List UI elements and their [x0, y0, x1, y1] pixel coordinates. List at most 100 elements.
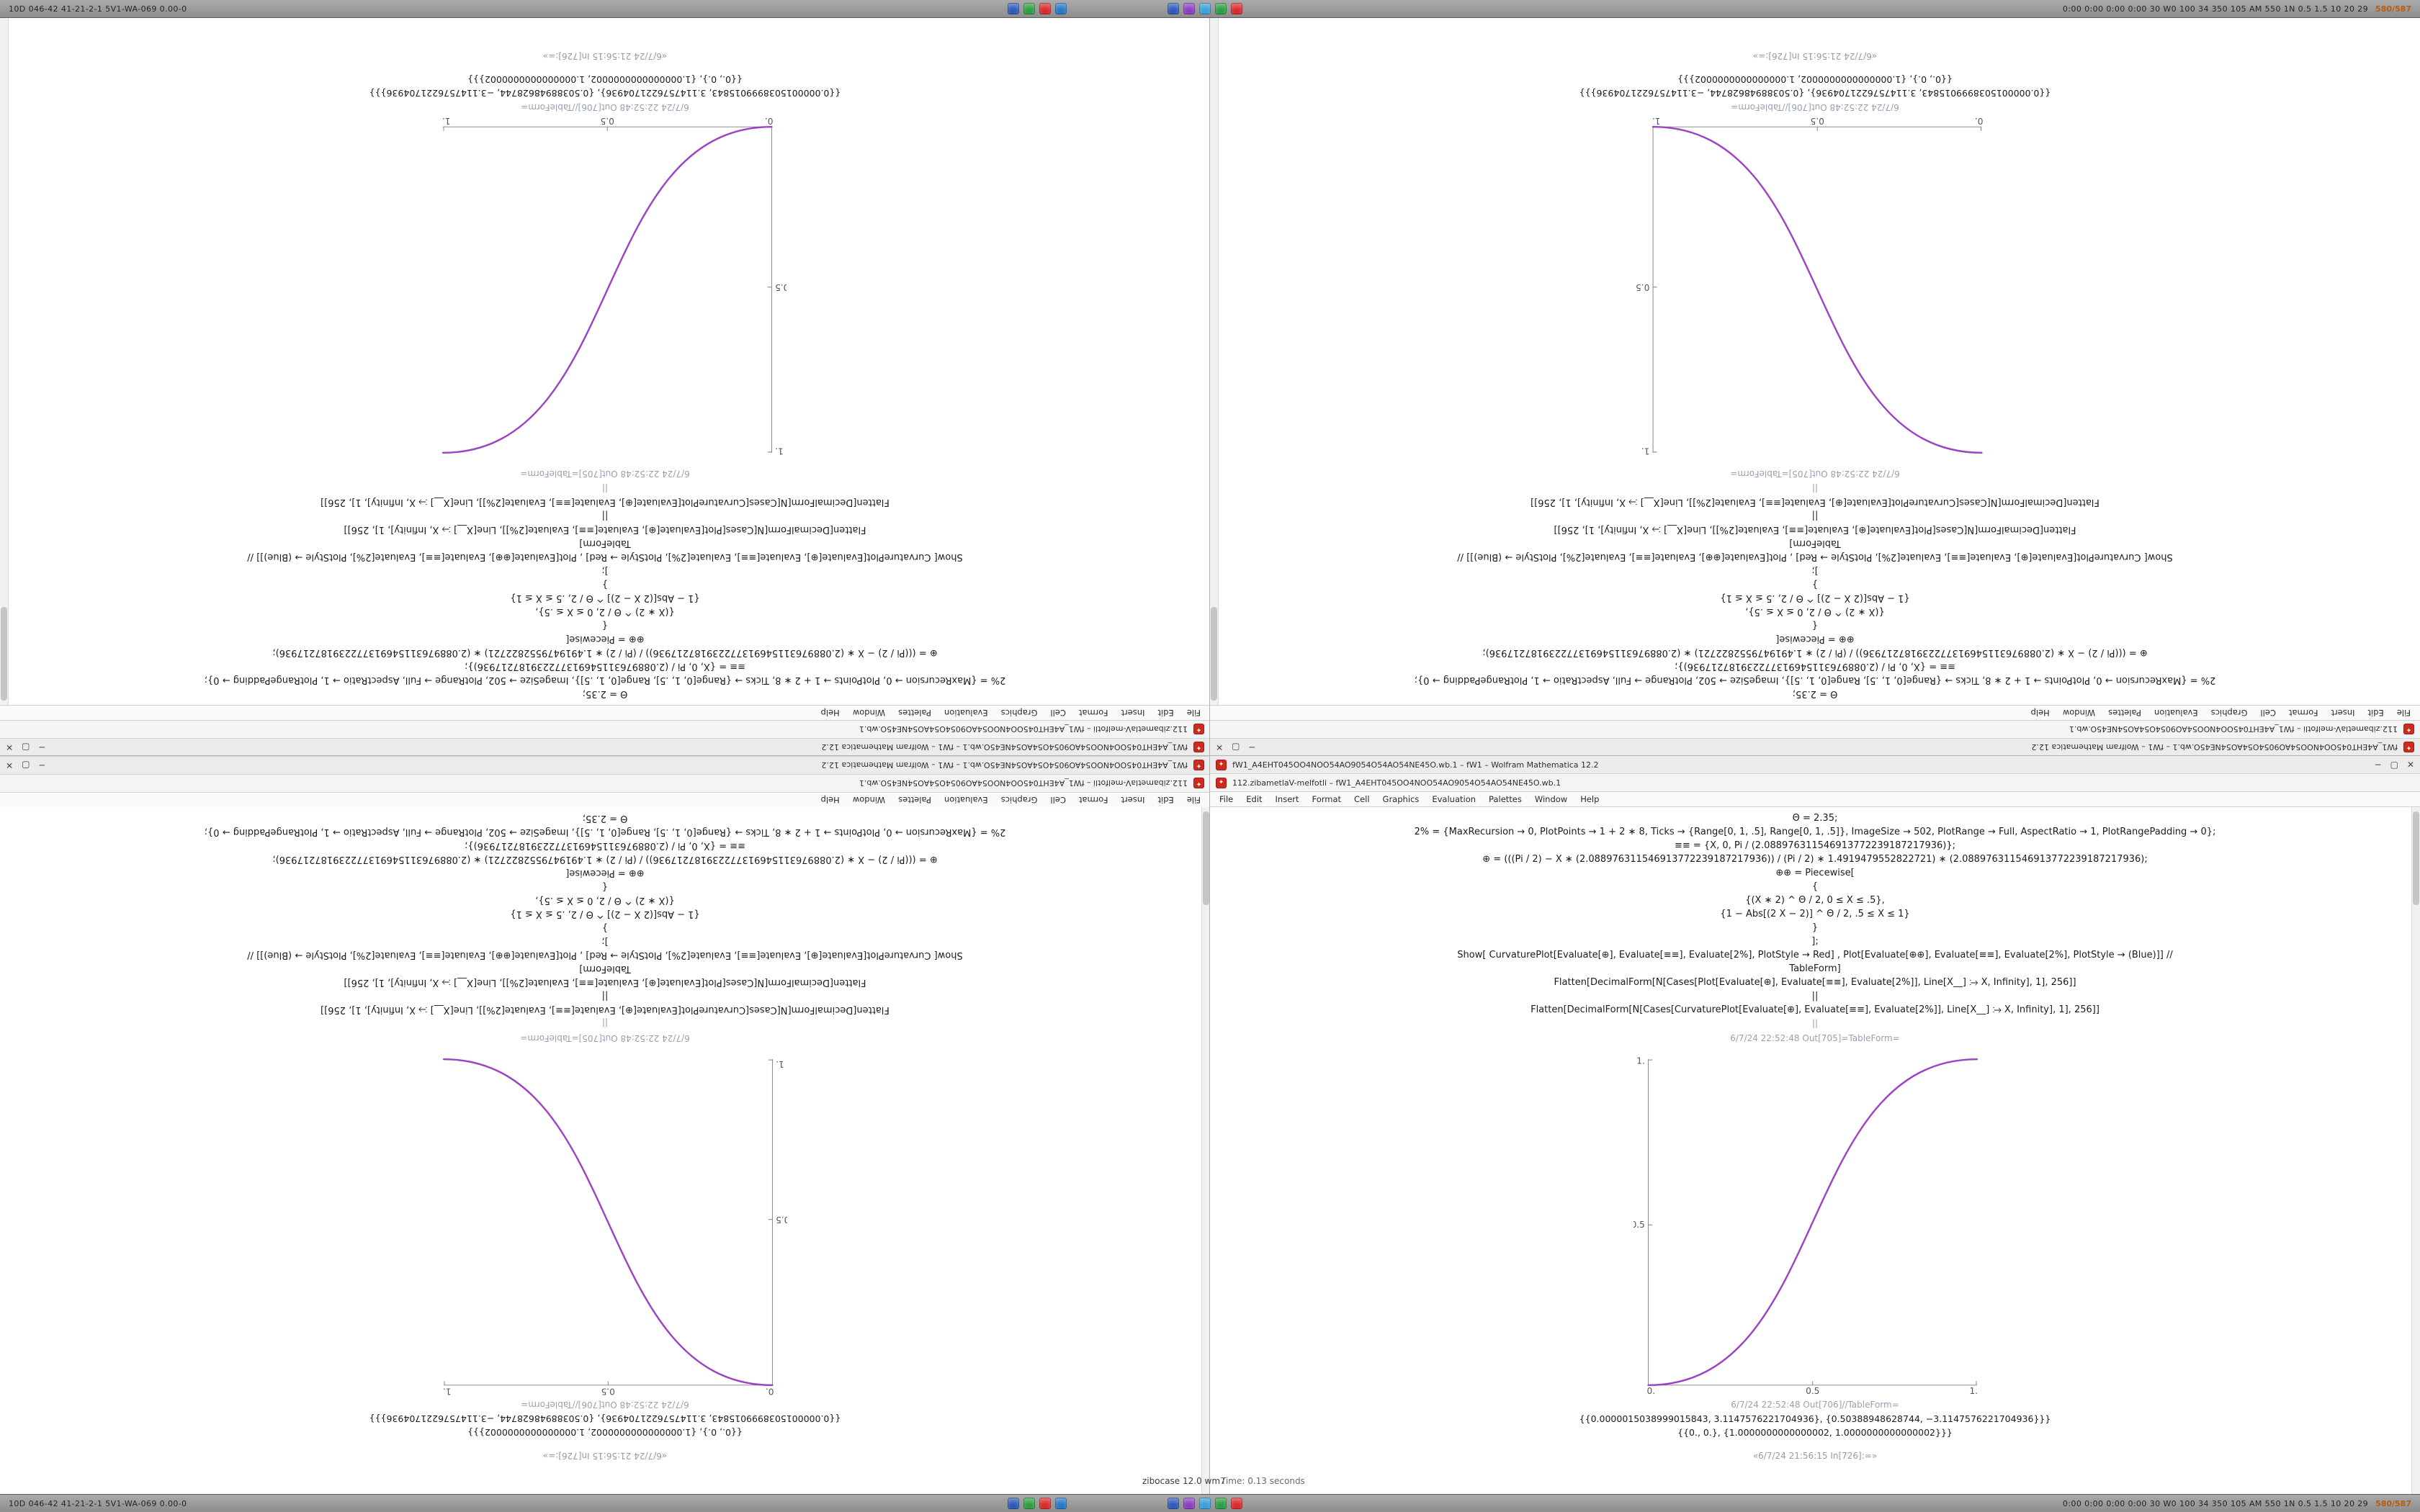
code-line[interactable]: {1 − Abs[(2 X − 2)] ^ Θ / 2, .5 ≤ X ≤ 1} [510, 909, 700, 919]
code-line[interactable]: ≡≡ = {X, 0, Pi / (2.08897631154691377223… [1674, 661, 1956, 672]
menu-item[interactable]: Edit [1246, 794, 1263, 804]
window-tab-bar[interactable]: ✦ 112.zibametlaV-melfotli – fW1_A4EHT045… [1210, 774, 2420, 792]
menu-item[interactable]: Format [2288, 708, 2318, 718]
result-cell[interactable]: {{0., 0.}, {1.0000000000000002, 1.000000… [1677, 1427, 1953, 1438]
code-line[interactable]: ≡≡ = {X, 0, Pi / (2.08897631154691377223… [464, 840, 746, 851]
code-line[interactable]: TableForm] [579, 538, 631, 549]
code-line[interactable]: TableForm] [1789, 538, 1841, 549]
notebook-canvas[interactable]: Θ = 2.35; 2% = {MaxRecursion → 0, PlotPoi… [1210, 17, 2420, 705]
menu-item[interactable]: Cell [1050, 708, 1066, 718]
menu-item[interactable]: Palettes [1489, 794, 1522, 804]
code-line[interactable]: Flatten[DecimalForm[N[Cases[Plot[Evaluat… [344, 524, 866, 535]
code-line[interactable]: { [1811, 620, 1819, 631]
menu-item[interactable]: Format [1078, 708, 1108, 718]
code-line[interactable]: ⊕ = (((Pi / 2) − X ∗ (2.0889763115469137… [272, 854, 938, 865]
menu-item[interactable]: Cell [1050, 795, 1066, 805]
result-cell[interactable]: {{0., 0.}, {1.0000000000000002, 1.000000… [467, 74, 743, 85]
menu-item[interactable]: Help [2030, 708, 2050, 718]
code-line[interactable]: Show[ CurvaturePlot[Evaluate[⊕], Evaluat… [1457, 950, 2173, 960]
result-cell[interactable]: {{0., 0.}, {1.0000000000000002, 1.000000… [1677, 74, 1953, 85]
notebook-scrollbar[interactable] [0, 17, 9, 705]
result-cell[interactable]: {{0.0000015038999015843, 3.1147576221704… [369, 88, 841, 99]
minimize-button[interactable]: − [38, 742, 46, 752]
code-line[interactable]: Θ = 2.35; [582, 688, 628, 699]
menu-item[interactable]: Edit [1157, 795, 1174, 805]
taskbar-app-icon[interactable] [1183, 1498, 1195, 1509]
code-line[interactable]: 2% = {MaxRecursion → 0, PlotPoints → 1 +… [204, 827, 1006, 837]
code-line[interactable]: ⊕⊕ = Piecewise[ [565, 634, 645, 644]
notebook-canvas[interactable]: Θ = 2.35; 2% = {MaxRecursion → 0, PlotPoi… [0, 807, 1210, 1495]
taskbar-app-icon[interactable] [1198, 1498, 1211, 1509]
code-line[interactable]: { [1811, 881, 1819, 892]
result-cell[interactable]: {{0., 0.}, {1.0000000000000002, 1.000000… [467, 1427, 743, 1438]
window-tab-bar[interactable]: ✦ 112.zibametlaV-melfotli – fW1_A4EHT045… [0, 720, 1210, 738]
code-line[interactable]: {1 − Abs[(2 X − 2)] ^ Θ / 2, .5 ≤ X ≤ 1} [510, 593, 700, 603]
code-line[interactable]: {(X ∗ 2) ^ Θ / 2, 0 ≤ X ≤ .5}, [1745, 895, 1885, 906]
code-line[interactable]: 2% = {MaxRecursion → 0, PlotPoints → 1 +… [204, 675, 1006, 685]
notebook-canvas[interactable]: Θ = 2.35; 2% = {MaxRecursion → 0, PlotPoi… [0, 17, 1210, 705]
code-line[interactable]: Θ = 2.35; [1792, 688, 1838, 699]
scrollbar-thumb[interactable] [1211, 607, 1217, 701]
code-line[interactable]: } [601, 579, 609, 590]
menu-item[interactable]: Help [820, 708, 840, 718]
code-line[interactable]: Show[ CurvaturePlot[Evaluate[⊕], Evaluat… [247, 950, 963, 960]
code-line[interactable]: TableForm] [1789, 963, 1841, 974]
output-plot[interactable]: 0. 0.5 1. 0.5 1. [1210, 1048, 2420, 1396]
window-tab-bar[interactable]: ✦ 112.zibametlaV-melfotli – fW1_A4EHT045… [0, 774, 1210, 792]
taskbar-app-icon[interactable] [1167, 1498, 1179, 1509]
menu-item[interactable]: Graphics [1382, 794, 1420, 804]
minimize-button[interactable]: − [1248, 742, 1256, 752]
code-line[interactable]: || [601, 991, 609, 1002]
code-line[interactable]: ⊕ = (((Pi / 2) − X ∗ (2.0889763115469137… [1482, 854, 2148, 865]
code-line[interactable]: Flatten[DecimalForm[N[Cases[CurvaturePlo… [1531, 497, 2099, 508]
menu-item[interactable]: Insert [1275, 794, 1299, 804]
taskbar-app-icon[interactable] [1039, 1498, 1051, 1509]
code-line[interactable]: {(X ∗ 2) ^ Θ / 2, 0 ≤ X ≤ .5}, [535, 895, 675, 906]
maximize-button[interactable]: ▢ [22, 760, 30, 770]
output-plot[interactable]: 0. 0.5 1. 0.5 1. [0, 1048, 1210, 1396]
menu-item[interactable]: Cell [1354, 794, 1370, 804]
menu-item[interactable]: Format [1312, 794, 1342, 804]
code-line[interactable]: ⊕⊕ = Piecewise[ [1775, 634, 1855, 644]
menu-item[interactable]: Window [2062, 708, 2096, 718]
taskbar-app-icon[interactable] [1167, 3, 1179, 14]
taskbar-app-icon[interactable] [1230, 1498, 1242, 1509]
menu-item[interactable]: Palettes [898, 795, 931, 805]
menu-item[interactable]: Window [1534, 794, 1568, 804]
menu-item[interactable]: Edit [1157, 708, 1174, 718]
notebook-scrollbar[interactable] [1210, 17, 1219, 705]
code-line[interactable]: Flatten[DecimalForm[N[Cases[Plot[Evaluat… [344, 977, 866, 988]
menu-item[interactable]: Help [1580, 794, 1600, 804]
scrollbar-thumb[interactable] [1203, 811, 1209, 905]
code-line[interactable]: || [1811, 510, 1819, 521]
menu-item[interactable]: File [1186, 795, 1201, 805]
close-button[interactable]: ✕ [6, 760, 14, 770]
code-line[interactable]: Show[ CurvaturePlot[Evaluate[⊕], Evaluat… [1457, 552, 2173, 562]
taskbar-app-icon[interactable] [1023, 1498, 1035, 1509]
code-line[interactable]: { [601, 620, 609, 631]
minimize-button[interactable]: − [38, 760, 46, 770]
code-line[interactable]: Flatten[DecimalForm[N[Cases[Plot[Evaluat… [1554, 524, 2076, 535]
taskbar-app-icon[interactable] [1039, 3, 1051, 14]
result-cell[interactable]: {{0.0000015038999015843, 3.1147576221704… [1579, 88, 2051, 99]
close-button[interactable]: ✕ [1216, 742, 1224, 752]
menu-item[interactable]: Palettes [2108, 708, 2141, 718]
code-line[interactable]: } [1811, 579, 1819, 590]
taskbar-app-icon[interactable] [1023, 3, 1035, 14]
scrollbar-thumb[interactable] [2413, 811, 2419, 905]
taskbar-app-icon[interactable] [1054, 3, 1067, 14]
code-line[interactable]: {(X ∗ 2) ^ Θ / 2, 0 ≤ X ≤ .5}, [1745, 606, 1885, 617]
menu-item[interactable]: File [2396, 708, 2411, 718]
menu-item[interactable]: Window [852, 708, 886, 718]
code-line[interactable]: ⊕⊕ = Piecewise[ [1775, 868, 1855, 878]
code-line[interactable]: ]; [601, 565, 609, 576]
code-line[interactable]: 2% = {MaxRecursion → 0, PlotPoints → 1 +… [1414, 827, 2216, 837]
code-line[interactable]: ⊕⊕ = Piecewise[ [565, 868, 645, 878]
maximize-button[interactable]: ▢ [22, 742, 30, 752]
menu-item[interactable]: Evaluation [944, 795, 988, 805]
result-cell[interactable]: {{0.0000015038999015843, 3.1147576221704… [369, 1413, 841, 1424]
code-line[interactable]: } [601, 922, 609, 933]
code-line[interactable]: || [1811, 991, 1819, 1002]
menu-item[interactable]: Graphics [1000, 708, 1038, 718]
close-button[interactable]: ✕ [6, 742, 14, 752]
